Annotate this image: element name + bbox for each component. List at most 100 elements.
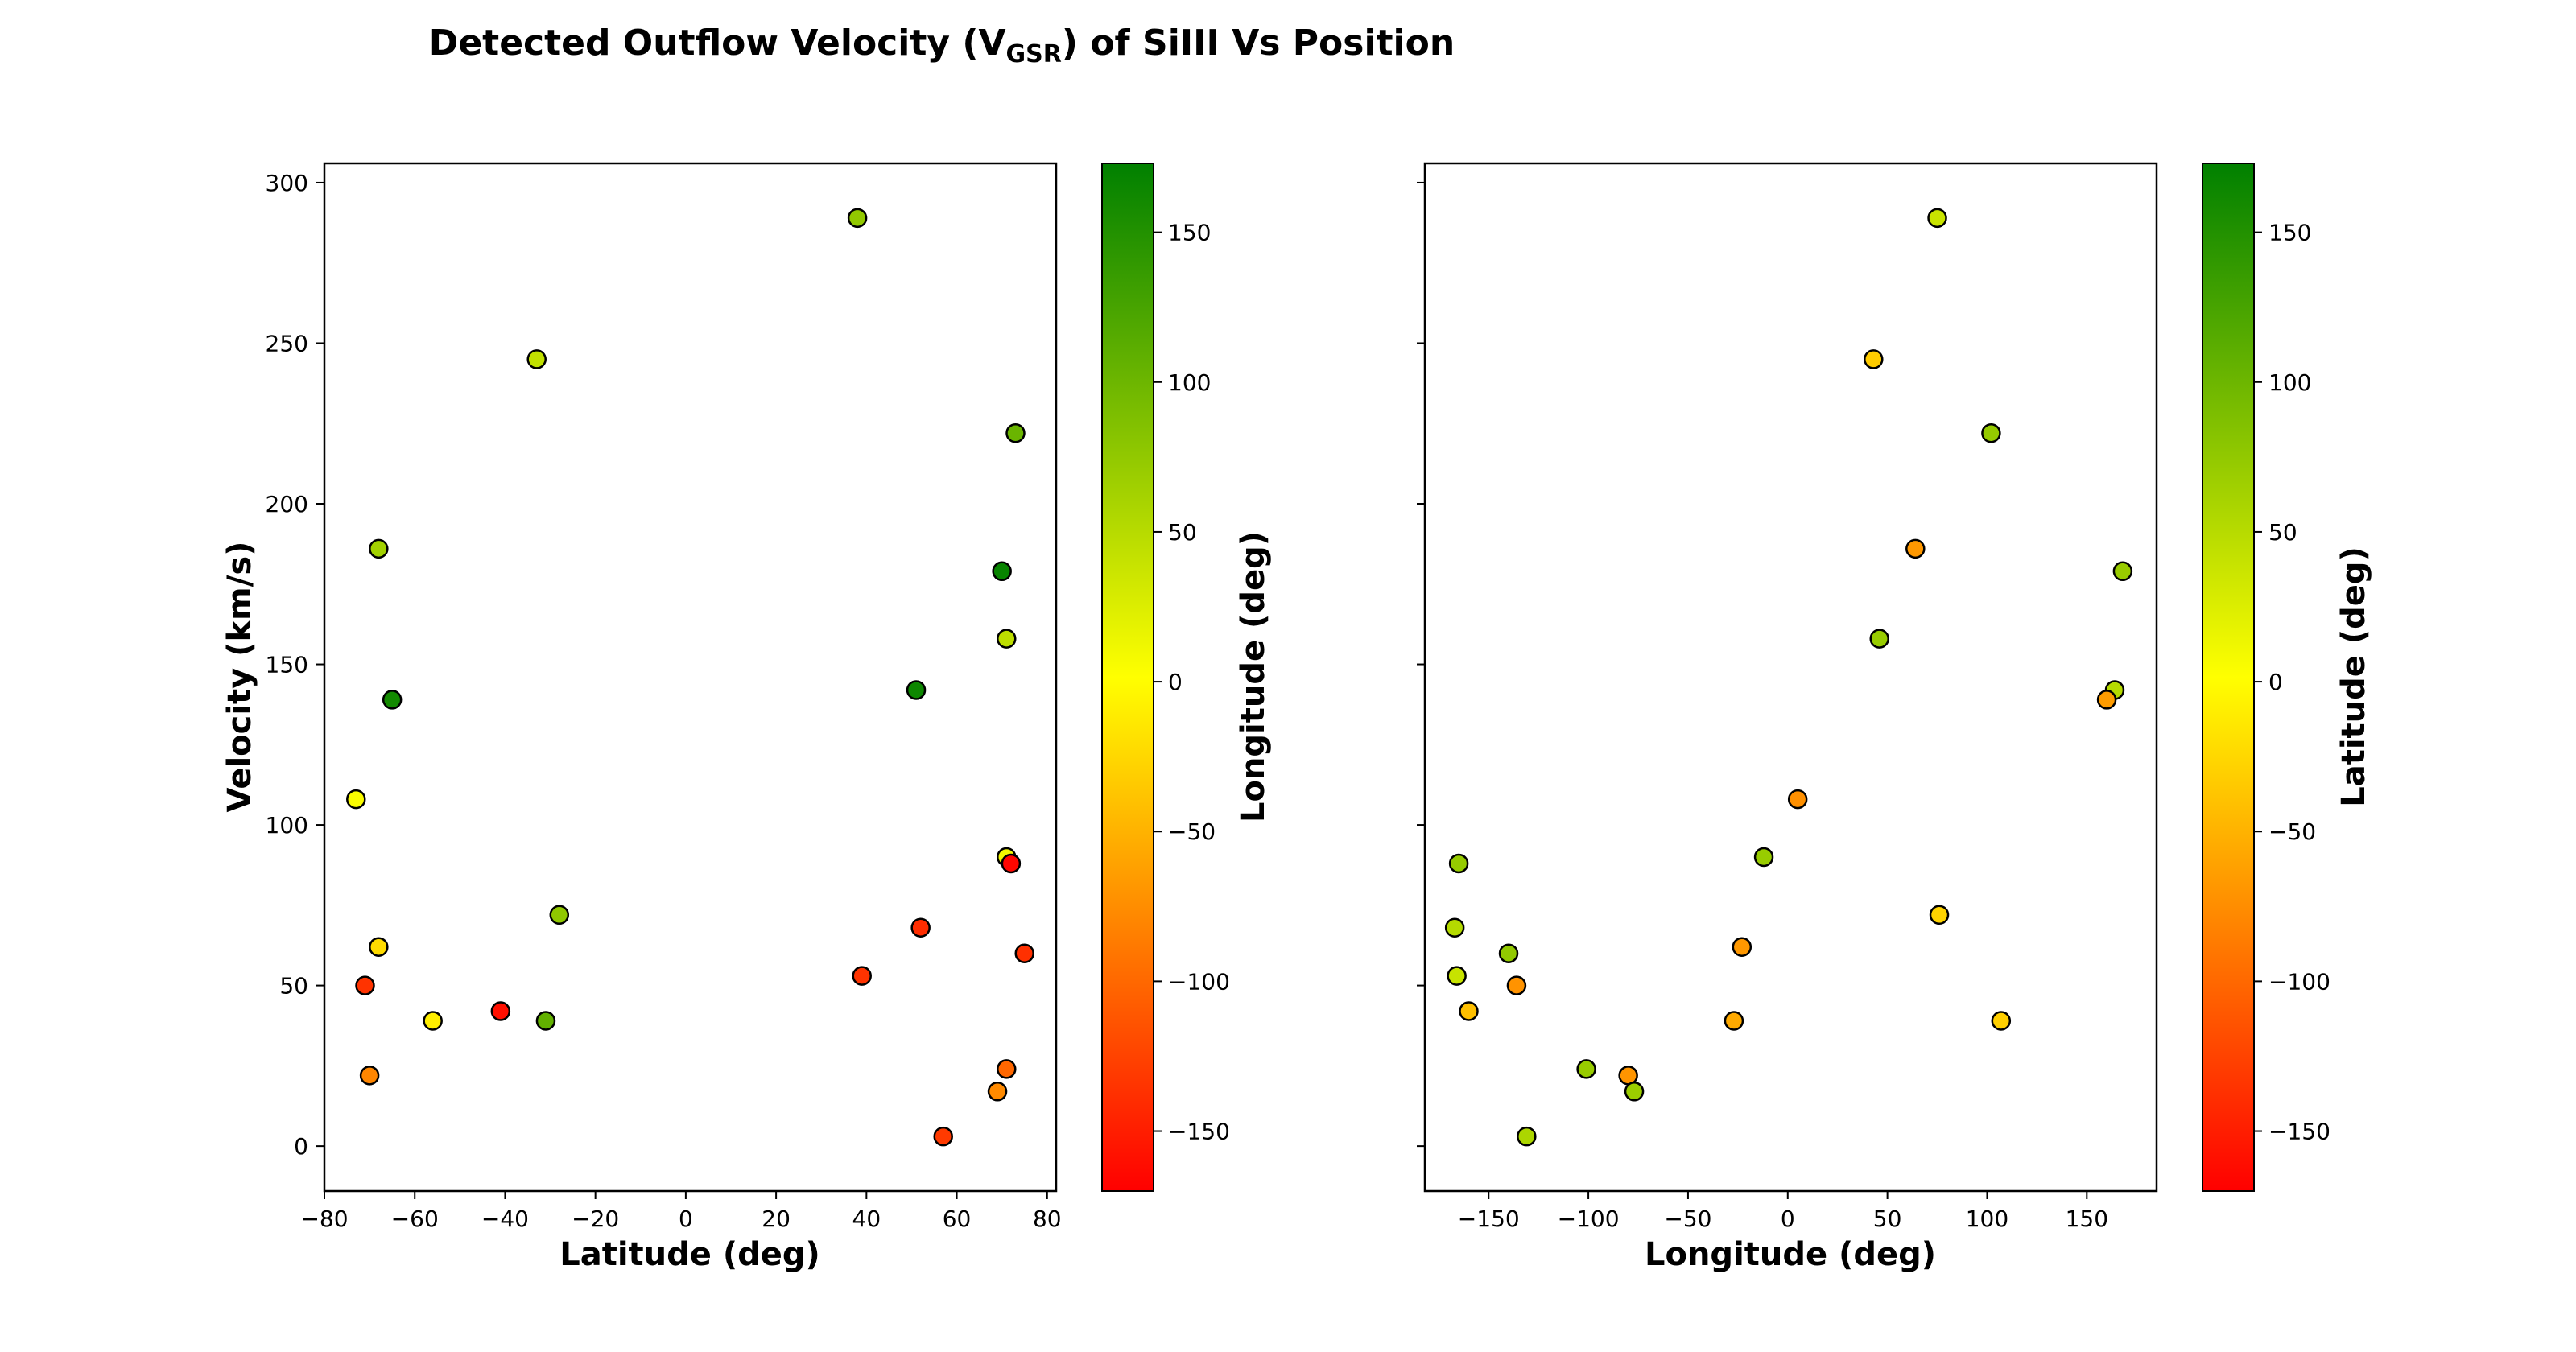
x-ticks-longitude: −150 −100 −50 0 50 100 150 [1458,1191,2108,1232]
y-axis-label-velocity: Velocity (km/s) [221,542,258,813]
x-tick-label: 150 [2066,1206,2108,1232]
colorbar-latitude: −150 −100 −50 0 50 100 150 Latitude (deg) [2202,163,2372,1192]
scatter-point [1724,1011,1744,1031]
scatter-point [997,629,1017,649]
colorbar-tick-label: 150 [1168,220,1211,246]
scatter-point [1001,853,1022,874]
y-tick-label: 250 [266,330,308,357]
plot-frame-latitude [323,162,1058,1193]
scatter-point [535,1011,556,1031]
colorbar-tick-label: −50 [1168,818,1216,845]
scatter-point [1869,629,1889,649]
y-ticks-latitude: 0 50 100 150 200 250 300 [266,170,324,1160]
colorbar-tick-label: −50 [2268,818,2316,845]
scatter-point [1576,1059,1596,1079]
scatter-point [382,690,402,710]
scatter-point [1991,1011,2012,1031]
colorbar-tick-label: −150 [1168,1119,1230,1145]
scatter-point [906,680,927,700]
scatter-panel-longitude: −150 −100 −50 0 50 100 150 Longitude (deg) [1417,162,2158,1273]
scatter-point [1927,208,1947,229]
x-axis-label-longitude: Longitude (deg) [1645,1236,1936,1273]
scatter-point [1864,349,1884,369]
scatter-point [1929,905,1950,925]
x-tick-label: 20 [762,1206,791,1232]
y-tick-label: 100 [266,812,308,839]
scatter-point [997,1059,1017,1079]
x-axis-label-latitude: Latitude (deg) [559,1236,820,1273]
scatter-point [1981,422,2001,443]
scatter-point [359,1066,380,1086]
scatter-point [526,349,547,369]
scatter-point [1753,847,1774,868]
colorbar-tick-label: −100 [2268,968,2330,995]
colorbar-tick-label: 150 [2268,220,2311,246]
colorbar-tick-label: 50 [2268,519,2297,546]
x-tick-label: 40 [852,1206,881,1232]
scatter-point [1905,538,1926,559]
scatter-point [933,1126,953,1147]
scatter-point [1618,1066,1638,1086]
y-tick-label: 200 [266,491,308,517]
x-ticks-latitude: −80 −60 −40 −20 0 20 40 60 80 [300,1191,1062,1232]
scatter-point [423,1011,443,1031]
x-tick-label: 0 [1781,1206,1795,1232]
scatter-point [987,1082,1008,1102]
scatter-point [346,789,366,810]
scatter-point [1014,943,1034,963]
x-tick-label: −150 [1458,1206,1520,1232]
scatter-point [992,561,1012,582]
colorbar-tick-label: −100 [1168,968,1230,995]
points-longitude [1444,208,2133,1147]
scatter-point [2096,690,2117,710]
scatter-point [1506,975,1527,995]
scatter-point [847,208,868,229]
x-tick-label: −60 [391,1206,439,1232]
scatter-point [369,538,389,559]
scatter-panel-latitude: −80 −60 −40 −20 0 20 40 60 80 0 50 100 150 200 250 300… [221,162,1062,1273]
colorbar-longitude: −150 −100 −50 0 50 100 150 Longitude (deg) [1101,163,1272,1192]
y-tick-label: 300 [266,170,308,196]
colorbar-ticks-latitude: −150 −100 −50 0 50 100 150 [2254,220,2330,1145]
colorbar-tick-label: 100 [2268,369,2311,396]
scatter-point [1732,937,1752,957]
scatter-point [1444,917,1465,938]
y-ticks-longitude [1417,181,1425,1148]
colorbar-tick-label: 0 [2268,669,2283,695]
x-tick-label: 100 [1966,1206,2008,1232]
scatter-point [2112,561,2133,582]
scatter-point [910,917,931,938]
scatter-point [1787,789,1808,810]
x-tick-label: −80 [300,1206,348,1232]
scatter-point [1459,1001,1479,1021]
colorbar-gradient-latitude [2202,163,2255,1192]
scatter-point [1448,853,1469,874]
x-tick-label: −100 [1558,1206,1620,1232]
x-tick-label: 0 [679,1206,693,1232]
scatter-point [1517,1126,1537,1147]
y-tick-label: 0 [294,1133,308,1160]
colorbar-gradient-longitude [1101,163,1154,1192]
scatter-point [1498,943,1519,963]
x-tick-label: −20 [572,1206,619,1232]
y-tick-label: 50 [279,973,308,1000]
points-latitude [346,208,1034,1147]
colorbar-label-latitude: Latitude (deg) [2335,546,2372,807]
x-tick-label: −40 [481,1206,529,1232]
scatter-point [1624,1082,1645,1102]
scatter-point [549,905,570,925]
colorbar-tick-label: 50 [1168,519,1197,546]
colorbar-tick-label: 0 [1168,669,1183,695]
x-tick-label: −50 [1664,1206,1711,1232]
colorbar-label-longitude: Longitude (deg) [1235,531,1272,822]
x-tick-label: 60 [943,1206,972,1232]
scatter-point [1447,966,1467,986]
plot-frame-longitude [1423,162,2158,1193]
colorbar-tick-label: −150 [2268,1119,2330,1145]
colorbar-ticks-longitude: −150 −100 −50 0 50 100 150 [1154,220,1230,1145]
scatter-point [369,937,389,957]
y-tick-label: 150 [266,652,308,678]
x-tick-label: 80 [1033,1206,1062,1232]
x-tick-label: 50 [1873,1206,1902,1232]
